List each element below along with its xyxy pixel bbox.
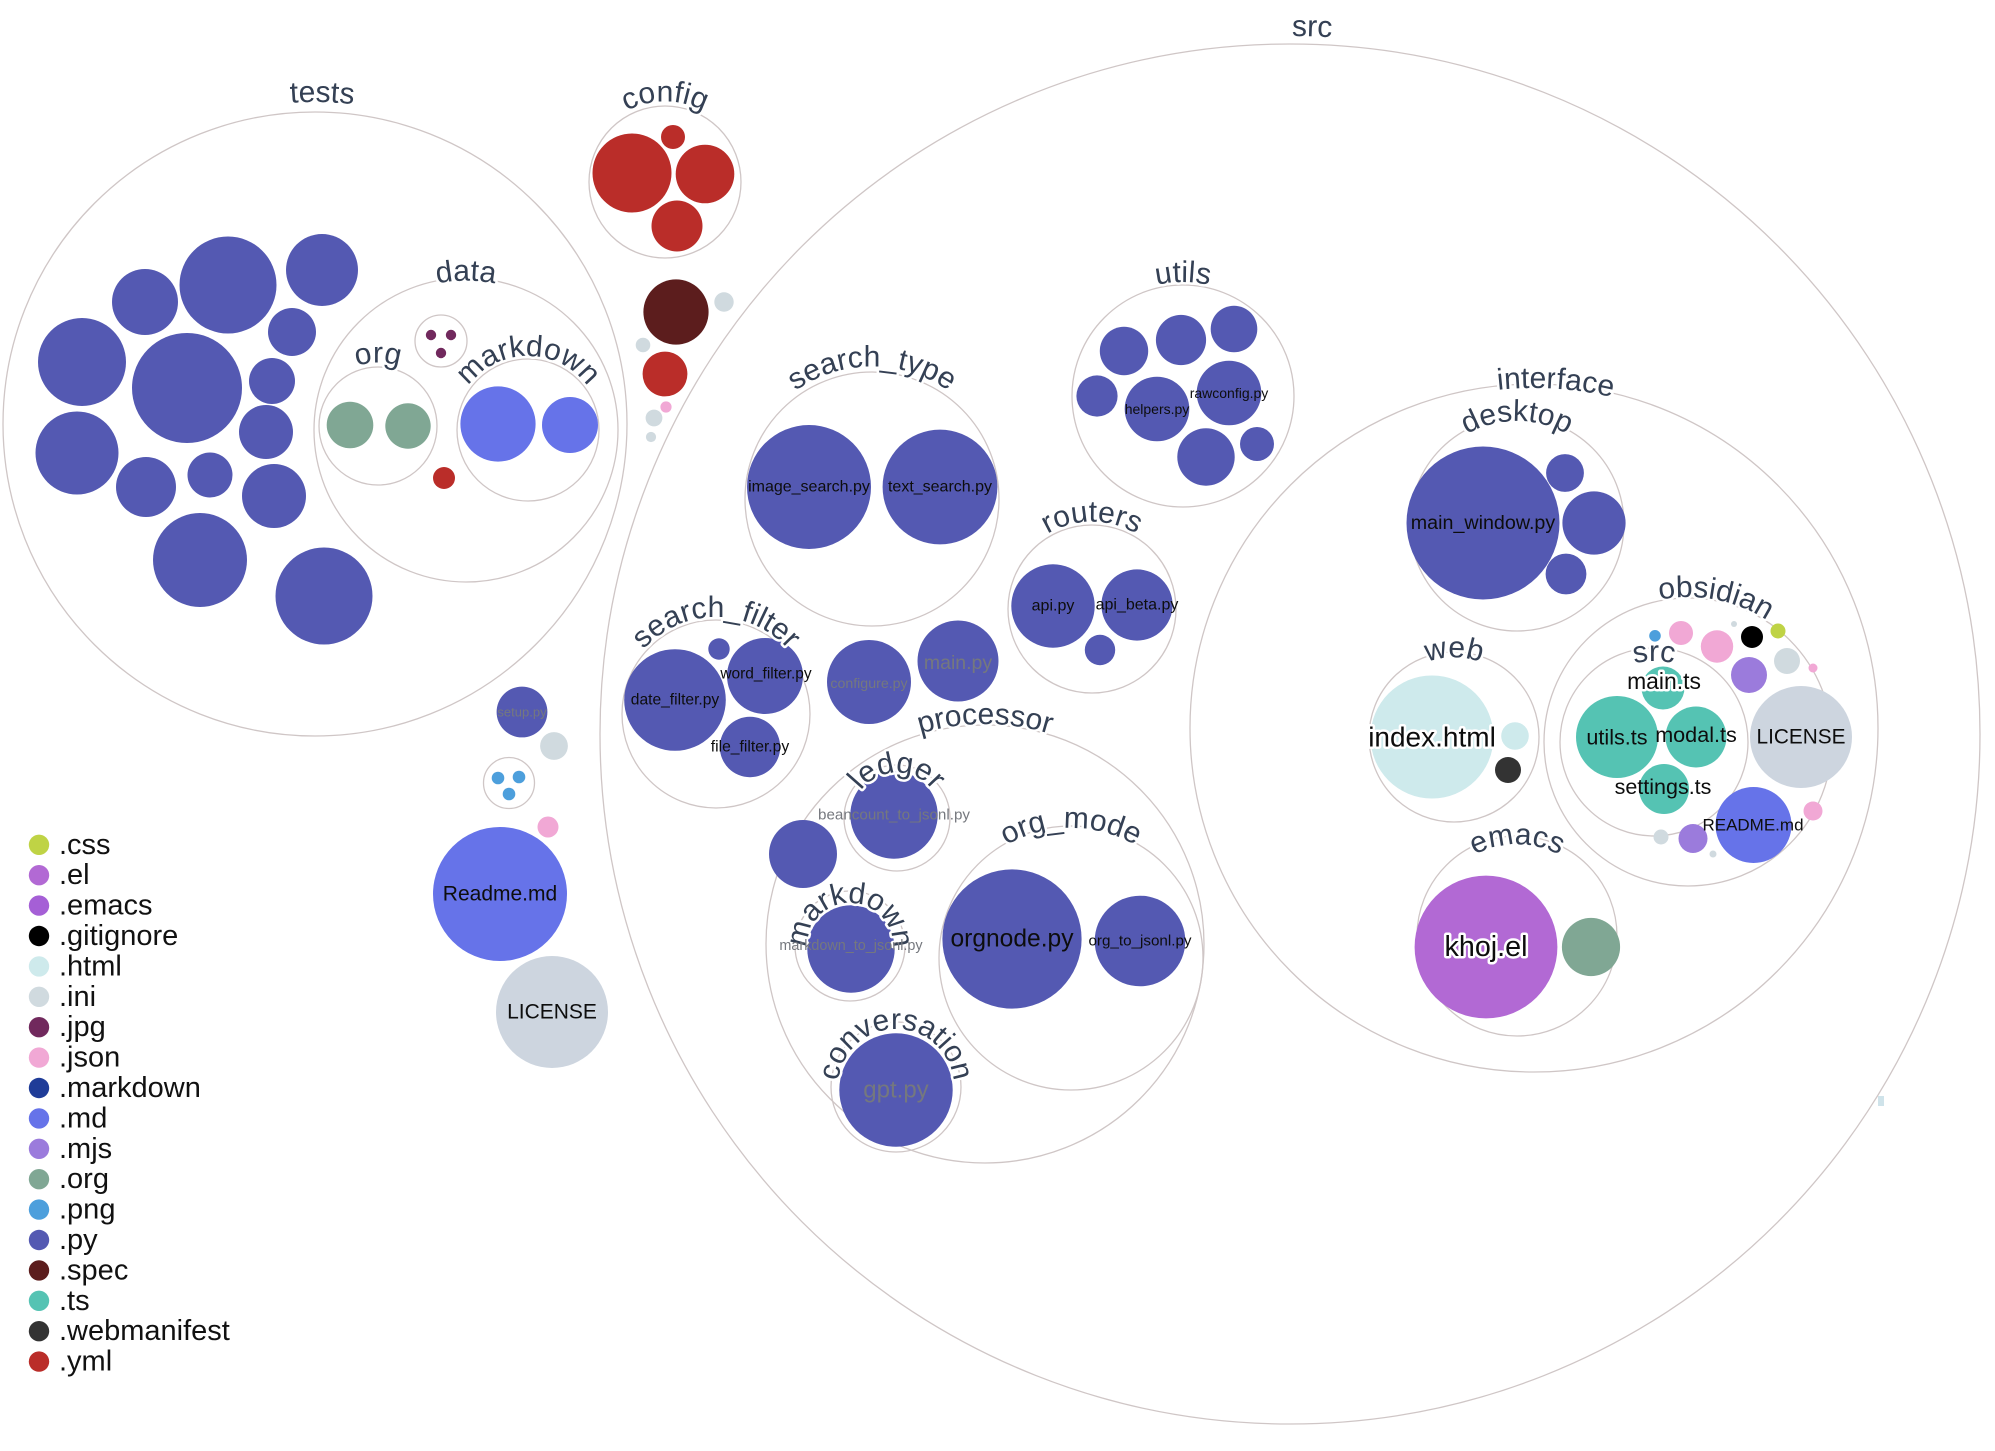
svg-text:tests: tests: [289, 76, 356, 111]
svg-text:khoj.el: khoj.el: [1445, 931, 1528, 963]
svg-text:date_filter.py: date_filter.py: [631, 692, 720, 709]
svg-text:.json: .json: [59, 1042, 120, 1074]
svg-text:.yml: .yml: [59, 1346, 112, 1378]
svg-text:word_filter.py: word_filter.py: [719, 666, 812, 683]
svg-text:api_beta.py: api_beta.py: [1096, 597, 1179, 614]
svg-text:.mjs: .mjs: [59, 1133, 112, 1165]
svg-text:utils: utils: [1152, 256, 1213, 292]
svg-text:markdown_to_jsonl.py: markdown_to_jsonl.py: [779, 938, 923, 954]
svg-text:.md: .md: [59, 1102, 107, 1134]
svg-text:orgnode.py: orgnode.py: [950, 926, 1074, 953]
svg-text:.markdown: .markdown: [59, 1072, 201, 1104]
svg-text:org_to_jsonl.py: org_to_jsonl.py: [1088, 933, 1191, 950]
svg-text:data: data: [433, 255, 499, 291]
svg-text:main.py: main.py: [924, 652, 993, 674]
svg-text:helpers.py: helpers.py: [1125, 401, 1190, 417]
svg-text:src: src: [1630, 635, 1678, 670]
svg-text:gpt.py: gpt.py: [863, 1077, 928, 1104]
svg-text:main.ts: main.ts: [1627, 668, 1701, 694]
svg-text:src: src: [1292, 10, 1333, 44]
svg-text:.html: .html: [59, 950, 122, 982]
svg-text:configure.py: configure.py: [830, 676, 908, 692]
svg-text:index.html: index.html: [1368, 722, 1496, 753]
svg-text:Readme.md: Readme.md: [443, 883, 557, 906]
svg-text:rawconfig.py: rawconfig.py: [1190, 385, 1269, 401]
svg-text:.org: .org: [59, 1163, 109, 1195]
svg-text:api.py: api.py: [1032, 598, 1075, 615]
svg-text:.spec: .spec: [59, 1254, 128, 1286]
svg-text:LICENSE: LICENSE: [1757, 726, 1846, 749]
svg-text:.ts: .ts: [59, 1285, 90, 1317]
svg-text:org: org: [351, 336, 405, 372]
svg-text:.webmanifest: .webmanifest: [59, 1315, 230, 1347]
svg-text:LICENSE: LICENSE: [507, 1001, 597, 1024]
svg-text:web: web: [1420, 631, 1487, 668]
svg-text:.jpg: .jpg: [59, 1011, 106, 1043]
svg-text:file_filter.py: file_filter.py: [711, 739, 790, 756]
svg-text:image_search.py: image_search.py: [748, 479, 870, 496]
svg-text:beancount_to_jsonl.py: beancount_to_jsonl.py: [818, 807, 970, 824]
svg-text:.el: .el: [59, 859, 90, 891]
svg-text:README.md: README.md: [1702, 816, 1803, 835]
svg-text:.ini: .ini: [59, 981, 96, 1013]
svg-text:main_window.py: main_window.py: [1411, 512, 1556, 534]
svg-text:.gitignore: .gitignore: [59, 920, 178, 952]
svg-text:setup.py: setup.py: [497, 705, 547, 720]
svg-text:.css: .css: [59, 829, 111, 861]
svg-text:.emacs: .emacs: [59, 890, 152, 922]
svg-text:settings.ts: settings.ts: [1615, 775, 1712, 799]
svg-text:utils.ts: utils.ts: [1586, 725, 1647, 750]
svg-text:modal.ts: modal.ts: [1655, 722, 1737, 747]
svg-text:.png: .png: [59, 1194, 115, 1226]
svg-text:text_search.py: text_search.py: [888, 479, 992, 496]
svg-text:.py: .py: [59, 1224, 98, 1256]
